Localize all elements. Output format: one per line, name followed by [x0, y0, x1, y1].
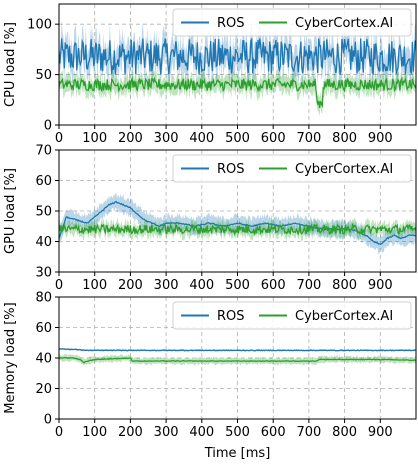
- x-tick-label: 600: [261, 131, 286, 146]
- series-line-ros: [59, 347, 416, 352]
- chart-panel-1: 0 100 200 300 400 500 600 700 800 900 0 50 100 CPU lo…: [3, 3, 417, 146]
- legend: ROS CyberCortex.AI: [172, 154, 412, 183]
- x-tick-label: 0: [55, 278, 63, 293]
- x-tick-label: 300: [154, 278, 179, 293]
- x-tick-label: 200: [118, 131, 143, 146]
- y-axis-label: CPU load [%]: [3, 22, 18, 107]
- chart-panel-3: 0 100 200 300 400 500 600 700 800 900 0 20 40 60 80 Mem…: [3, 291, 417, 461]
- plot-area: [59, 19, 416, 117]
- y-tick-label: 40: [35, 352, 52, 367]
- x-tick-label: 700: [296, 425, 321, 440]
- series-line-ros: [59, 37, 416, 76]
- y-tick-label: 60: [35, 174, 52, 189]
- y-axis-label: Memory load [%]: [3, 302, 18, 413]
- plot-area: [59, 191, 416, 255]
- x-tick-label: 400: [189, 278, 214, 293]
- series-band-cybercortexai: [59, 353, 416, 366]
- x-tick-label: 800: [332, 278, 357, 293]
- x-tick-label: 100: [82, 425, 107, 440]
- legend: ROS CyberCortex.AI: [172, 8, 412, 37]
- x-tick-label: 100: [82, 278, 107, 293]
- x-tick-label: 200: [118, 278, 143, 293]
- y-tick-label: 20: [35, 382, 52, 397]
- y-tick-label: 40: [35, 235, 52, 250]
- legend-box: [172, 154, 412, 183]
- y-tick-label: 100: [27, 18, 52, 33]
- x-tick-label: 400: [189, 425, 214, 440]
- x-tick-label: 0: [55, 425, 63, 440]
- legend-entry: CyberCortex.AI: [295, 309, 393, 324]
- y-tick-label: 30: [35, 266, 52, 281]
- legend-entry: CyberCortex.AI: [295, 16, 393, 31]
- x-tick-label: 700: [296, 278, 321, 293]
- y-tick-label: 60: [35, 321, 52, 336]
- x-tick-label: 900: [368, 278, 393, 293]
- x-tick-label: 800: [332, 131, 357, 146]
- x-axis-label: Time [ms]: [204, 446, 271, 461]
- x-tick-label: 400: [189, 131, 214, 146]
- x-tick-label: 800: [332, 425, 357, 440]
- series-line-cybercortexai: [59, 356, 416, 364]
- legend-entry: ROS: [217, 16, 245, 31]
- chart-panel-2: 0 100 200 300 400 500 600 700 800 900 30 40 50 60 70 GP…: [3, 144, 417, 293]
- x-tick-label: 600: [261, 425, 286, 440]
- series-band-cybercortexai: [59, 67, 416, 117]
- y-tick-label: 50: [35, 205, 52, 220]
- plot-area: [59, 347, 416, 366]
- legend-entry: CyberCortex.AI: [295, 162, 393, 177]
- y-tick-label: 70: [35, 144, 52, 159]
- x-tick-label: 900: [368, 425, 393, 440]
- x-tick-label: 500: [225, 131, 250, 146]
- legend-entry: ROS: [217, 309, 245, 324]
- x-tick-label: 900: [368, 131, 393, 146]
- x-tick-label: 600: [261, 278, 286, 293]
- x-tick-label: 500: [225, 278, 250, 293]
- y-tick-label: 80: [35, 291, 52, 306]
- y-axis-label: GPU load [%]: [3, 168, 18, 254]
- x-tick-label: 0: [55, 131, 63, 146]
- x-tick-label: 500: [225, 425, 250, 440]
- legend-box: [172, 301, 412, 330]
- x-tick-label: 300: [154, 131, 179, 146]
- x-tick-label: 700: [296, 131, 321, 146]
- legend-box: [172, 8, 412, 37]
- series-line-cybercortexai: [59, 222, 416, 237]
- x-tick-label: 100: [82, 131, 107, 146]
- legend-entry: ROS: [217, 162, 245, 177]
- y-tick-label: 50: [35, 68, 52, 83]
- y-tick-label: 0: [44, 119, 52, 134]
- legend: ROS CyberCortex.AI: [172, 301, 412, 330]
- series-line-cybercortexai: [59, 76, 416, 108]
- x-tick-label: 300: [154, 425, 179, 440]
- x-tick-label: 200: [118, 425, 143, 440]
- y-tick-label: 0: [44, 413, 52, 428]
